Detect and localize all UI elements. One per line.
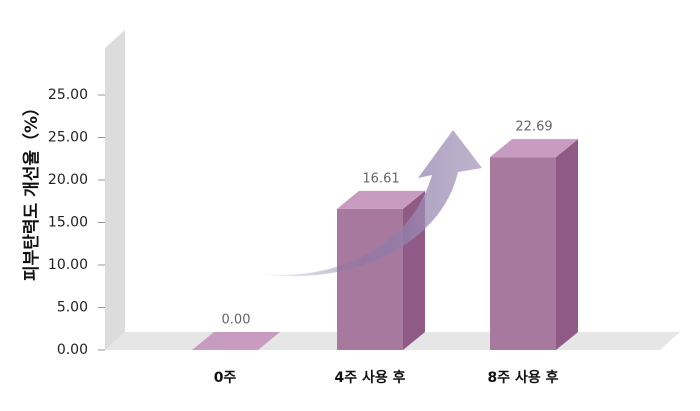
y-tick-label: 25.00 (48, 130, 88, 146)
y-tick-label: 15.00 (48, 215, 88, 231)
side-wall (105, 30, 125, 350)
y-axis-label: 피부탄력도 개선율（%） (21, 99, 42, 281)
value-label: 22.69 (515, 120, 552, 135)
value-label: 16.61 (362, 171, 399, 186)
bar-top (490, 139, 578, 158)
y-tick-label: 5.00 (57, 300, 88, 316)
trend-arrow (250, 130, 482, 277)
y-tick-label: 20.00 (48, 172, 88, 188)
x-tick-label: 0주 (214, 370, 237, 386)
bar-top (337, 190, 425, 209)
bar-top (192, 332, 280, 350)
bar (337, 208, 403, 350)
value-label: 0.00 (222, 313, 251, 328)
bar (490, 157, 556, 350)
y-tick-label: 10.00 (48, 257, 88, 273)
y-tick-label: 0.00 (57, 342, 88, 358)
x-tick-label: 4주 사용 후 (334, 370, 405, 386)
y-tick-label: 25.00 (48, 87, 88, 103)
x-tick-label: 8주 사용 후 (487, 370, 558, 386)
bar-side (556, 139, 578, 350)
